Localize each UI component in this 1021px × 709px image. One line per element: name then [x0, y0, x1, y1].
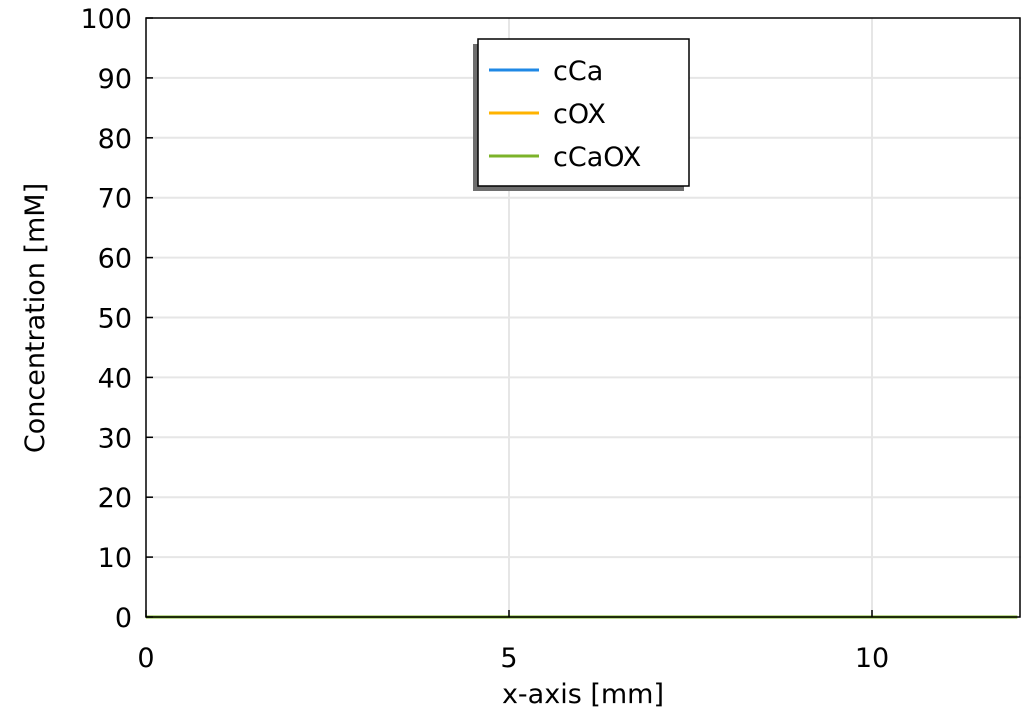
y-tick-label: 40 — [98, 363, 132, 394]
y-tick-labels: 0 10 20 30 40 50 60 70 80 90 100 — [80, 4, 132, 634]
y-tick-label: 30 — [98, 423, 132, 454]
x-tick-label: 0 — [137, 643, 154, 674]
y-tick-label: 60 — [98, 244, 132, 275]
y-axis-title: Concentration [mM] — [20, 183, 51, 453]
legend-label: cCa — [553, 56, 603, 87]
y-tick-label: 50 — [98, 304, 132, 335]
y-tick-label: 10 — [98, 543, 132, 574]
legend: cCa cOX cCaOX — [473, 38, 690, 191]
y-tick-label: 90 — [98, 64, 132, 95]
legend-label: cCaOX — [553, 142, 641, 173]
legend-label: cOX — [553, 99, 606, 130]
y-tick-label: 70 — [98, 184, 132, 215]
x-tick-label: 5 — [500, 643, 517, 674]
axes — [145, 17, 1021, 618]
plot-frame — [145, 17, 1021, 618]
y-tick-label: 100 — [80, 4, 132, 35]
x-axis-title: x-axis [mm] — [502, 679, 664, 709]
x-tick-labels: 0 5 10 — [137, 643, 889, 674]
y-tick-label: 0 — [115, 603, 132, 634]
y-tick-label: 80 — [98, 124, 132, 155]
x-tick-label: 10 — [855, 643, 889, 674]
y-tick-label: 20 — [98, 483, 132, 514]
